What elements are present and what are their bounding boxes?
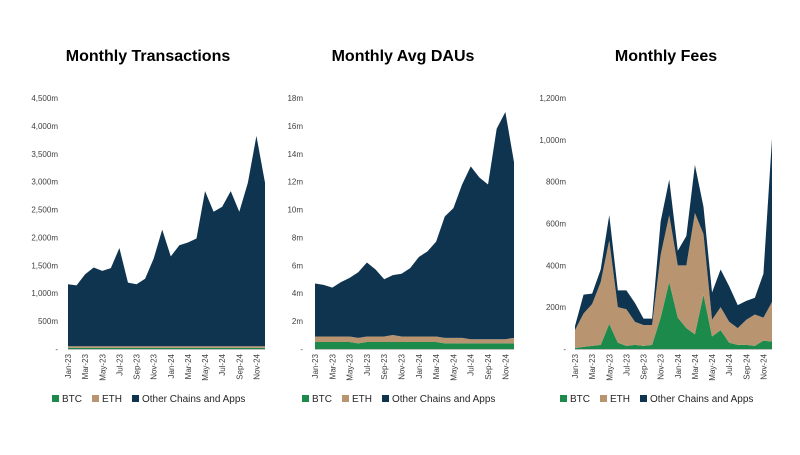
- y-tick-label: 4m: [292, 289, 303, 298]
- x-tick-label: Jan-23: [311, 353, 320, 378]
- y-tick-label: 1,000m: [31, 289, 58, 298]
- x-tick-label: May-24: [449, 353, 458, 380]
- y-tick-label: 3,000m: [31, 178, 58, 187]
- y-tick-label: 14m: [287, 150, 303, 159]
- x-tick-label: May-23: [346, 353, 355, 380]
- x-tick-label: Jan-23: [571, 353, 580, 378]
- legend-swatch-btc: [302, 395, 309, 402]
- x-tick-label: May-24: [201, 353, 210, 380]
- legend-swatch-eth: [342, 395, 349, 402]
- x-tick-label: Jan-24: [674, 353, 683, 378]
- legend-swatch-other: [132, 395, 139, 402]
- legend-label-other: Other Chains and Apps: [142, 394, 245, 405]
- legend-swatch-btc: [560, 395, 567, 402]
- y-tick-label: 10m: [287, 206, 303, 215]
- x-tick-label: May-24: [708, 353, 717, 380]
- chart-panel-3: Monthly Fees - 200m 400m 600m 800m 1,000m 1,200…: [539, 48, 772, 405]
- area-btc-series: [315, 342, 514, 349]
- area-eth-series: [575, 213, 772, 348]
- y-tick-label: 4,500m: [31, 94, 58, 103]
- y-tick-label: 600m: [546, 220, 566, 229]
- x-tick-label: Sep-23: [640, 353, 649, 379]
- chart-title: Monthly Fees: [615, 48, 717, 65]
- y-tick-label: 800m: [546, 178, 566, 187]
- x-tick-label: Jan-24: [167, 353, 176, 378]
- y-tick-label: 400m: [546, 261, 566, 270]
- chart-title: Monthly Transactions: [66, 48, 231, 65]
- x-tick-label: Nov-24: [501, 353, 510, 379]
- legend-swatch-eth: [600, 395, 607, 402]
- y-tick-label: -: [563, 345, 566, 354]
- area-btc-series: [68, 347, 265, 349]
- chart-panels: Monthly Transactions - 500m 1,000m 1,500m 2,0…: [31, 48, 772, 405]
- x-tick-label: Jul-24: [218, 353, 227, 375]
- x-tick-label: Sep-24: [235, 353, 244, 379]
- x-tick-label: Mar-24: [432, 353, 441, 379]
- x-tick-label: Nov-23: [398, 353, 407, 379]
- y-tick-label: 2,000m: [31, 233, 58, 242]
- legend-swatch-other: [640, 395, 647, 402]
- legend-label-eth: ETH: [102, 394, 122, 405]
- x-tick-label: Jul-23: [115, 353, 124, 375]
- legend-label-eth: ETH: [610, 394, 630, 405]
- y-tick-label: 500m: [38, 317, 58, 326]
- y-tick-label: 16m: [287, 122, 303, 131]
- x-tick-label: Jan-24: [415, 353, 424, 378]
- y-tick-label: -: [300, 345, 303, 354]
- x-tick-label: Sep-24: [484, 353, 493, 379]
- legend-label-btc: BTC: [312, 394, 332, 405]
- y-tick-label: 2,500m: [31, 206, 58, 215]
- legend-label-btc: BTC: [62, 394, 82, 405]
- x-tick-label: Mar-23: [81, 353, 90, 379]
- x-tick-label: Sep-23: [133, 353, 142, 379]
- legend-swatch-eth: [92, 395, 99, 402]
- legend-label-btc: BTC: [570, 394, 590, 405]
- x-tick-label: Sep-24: [742, 353, 751, 379]
- x-tick-label: Nov-23: [657, 353, 666, 379]
- y-tick-label: 200m: [546, 303, 566, 312]
- area-eth-series: [315, 335, 514, 344]
- area-eth-series: [68, 346, 265, 348]
- legend-swatch-other: [382, 395, 389, 402]
- area-btc-series: [575, 282, 772, 349]
- y-tick-label: 1,200m: [539, 94, 566, 103]
- chart-title: Monthly Avg DAUs: [332, 48, 475, 65]
- y-tick-label: 3,500m: [31, 150, 58, 159]
- y-tick-label: 1,000m: [539, 136, 566, 145]
- x-tick-label: Nov-23: [150, 353, 159, 379]
- legend-label-eth: ETH: [352, 394, 372, 405]
- y-tick-label: 18m: [287, 94, 303, 103]
- x-tick-label: Jul-23: [363, 353, 372, 375]
- legend-label-other: Other Chains and Apps: [650, 394, 753, 405]
- x-tick-label: Jan-23: [64, 353, 73, 378]
- chart-panel-2: Monthly Avg DAUs - 2m 4m 6m 8m 10m 12m 14m 16m 18m…: [287, 48, 514, 405]
- legend-label-other: Other Chains and Apps: [392, 394, 495, 405]
- x-tick-label: Jul-24: [467, 353, 476, 375]
- y-tick-label: 6m: [292, 261, 303, 270]
- y-tick-label: 8m: [292, 233, 303, 242]
- area-other-series: [315, 111, 514, 340]
- x-tick-label: Mar-24: [184, 353, 193, 379]
- y-tick-label: -: [55, 345, 58, 354]
- y-tick-label: 1,500m: [31, 261, 58, 270]
- chart-panel-1: Monthly Transactions - 500m 1,000m 1,500m 2,0…: [31, 48, 265, 405]
- y-tick-label: 4,000m: [31, 122, 58, 131]
- x-tick-label: Nov-24: [252, 353, 261, 379]
- x-tick-label: Mar-23: [328, 353, 337, 379]
- y-tick-label: 2m: [292, 317, 303, 326]
- x-tick-label: May-23: [605, 353, 614, 380]
- x-tick-label: Nov-24: [759, 353, 768, 379]
- x-tick-label: Mar-24: [691, 353, 700, 379]
- legend-swatch-btc: [52, 395, 59, 402]
- x-tick-label: Mar-23: [588, 353, 597, 379]
- x-tick-label: Jul-24: [725, 353, 734, 375]
- area-other-series: [575, 138, 772, 331]
- x-tick-label: Jul-23: [622, 353, 631, 375]
- x-tick-label: Sep-23: [380, 353, 389, 379]
- x-tick-label: May-23: [98, 353, 107, 380]
- area-other-series: [68, 135, 265, 347]
- y-tick-label: 12m: [287, 178, 303, 187]
